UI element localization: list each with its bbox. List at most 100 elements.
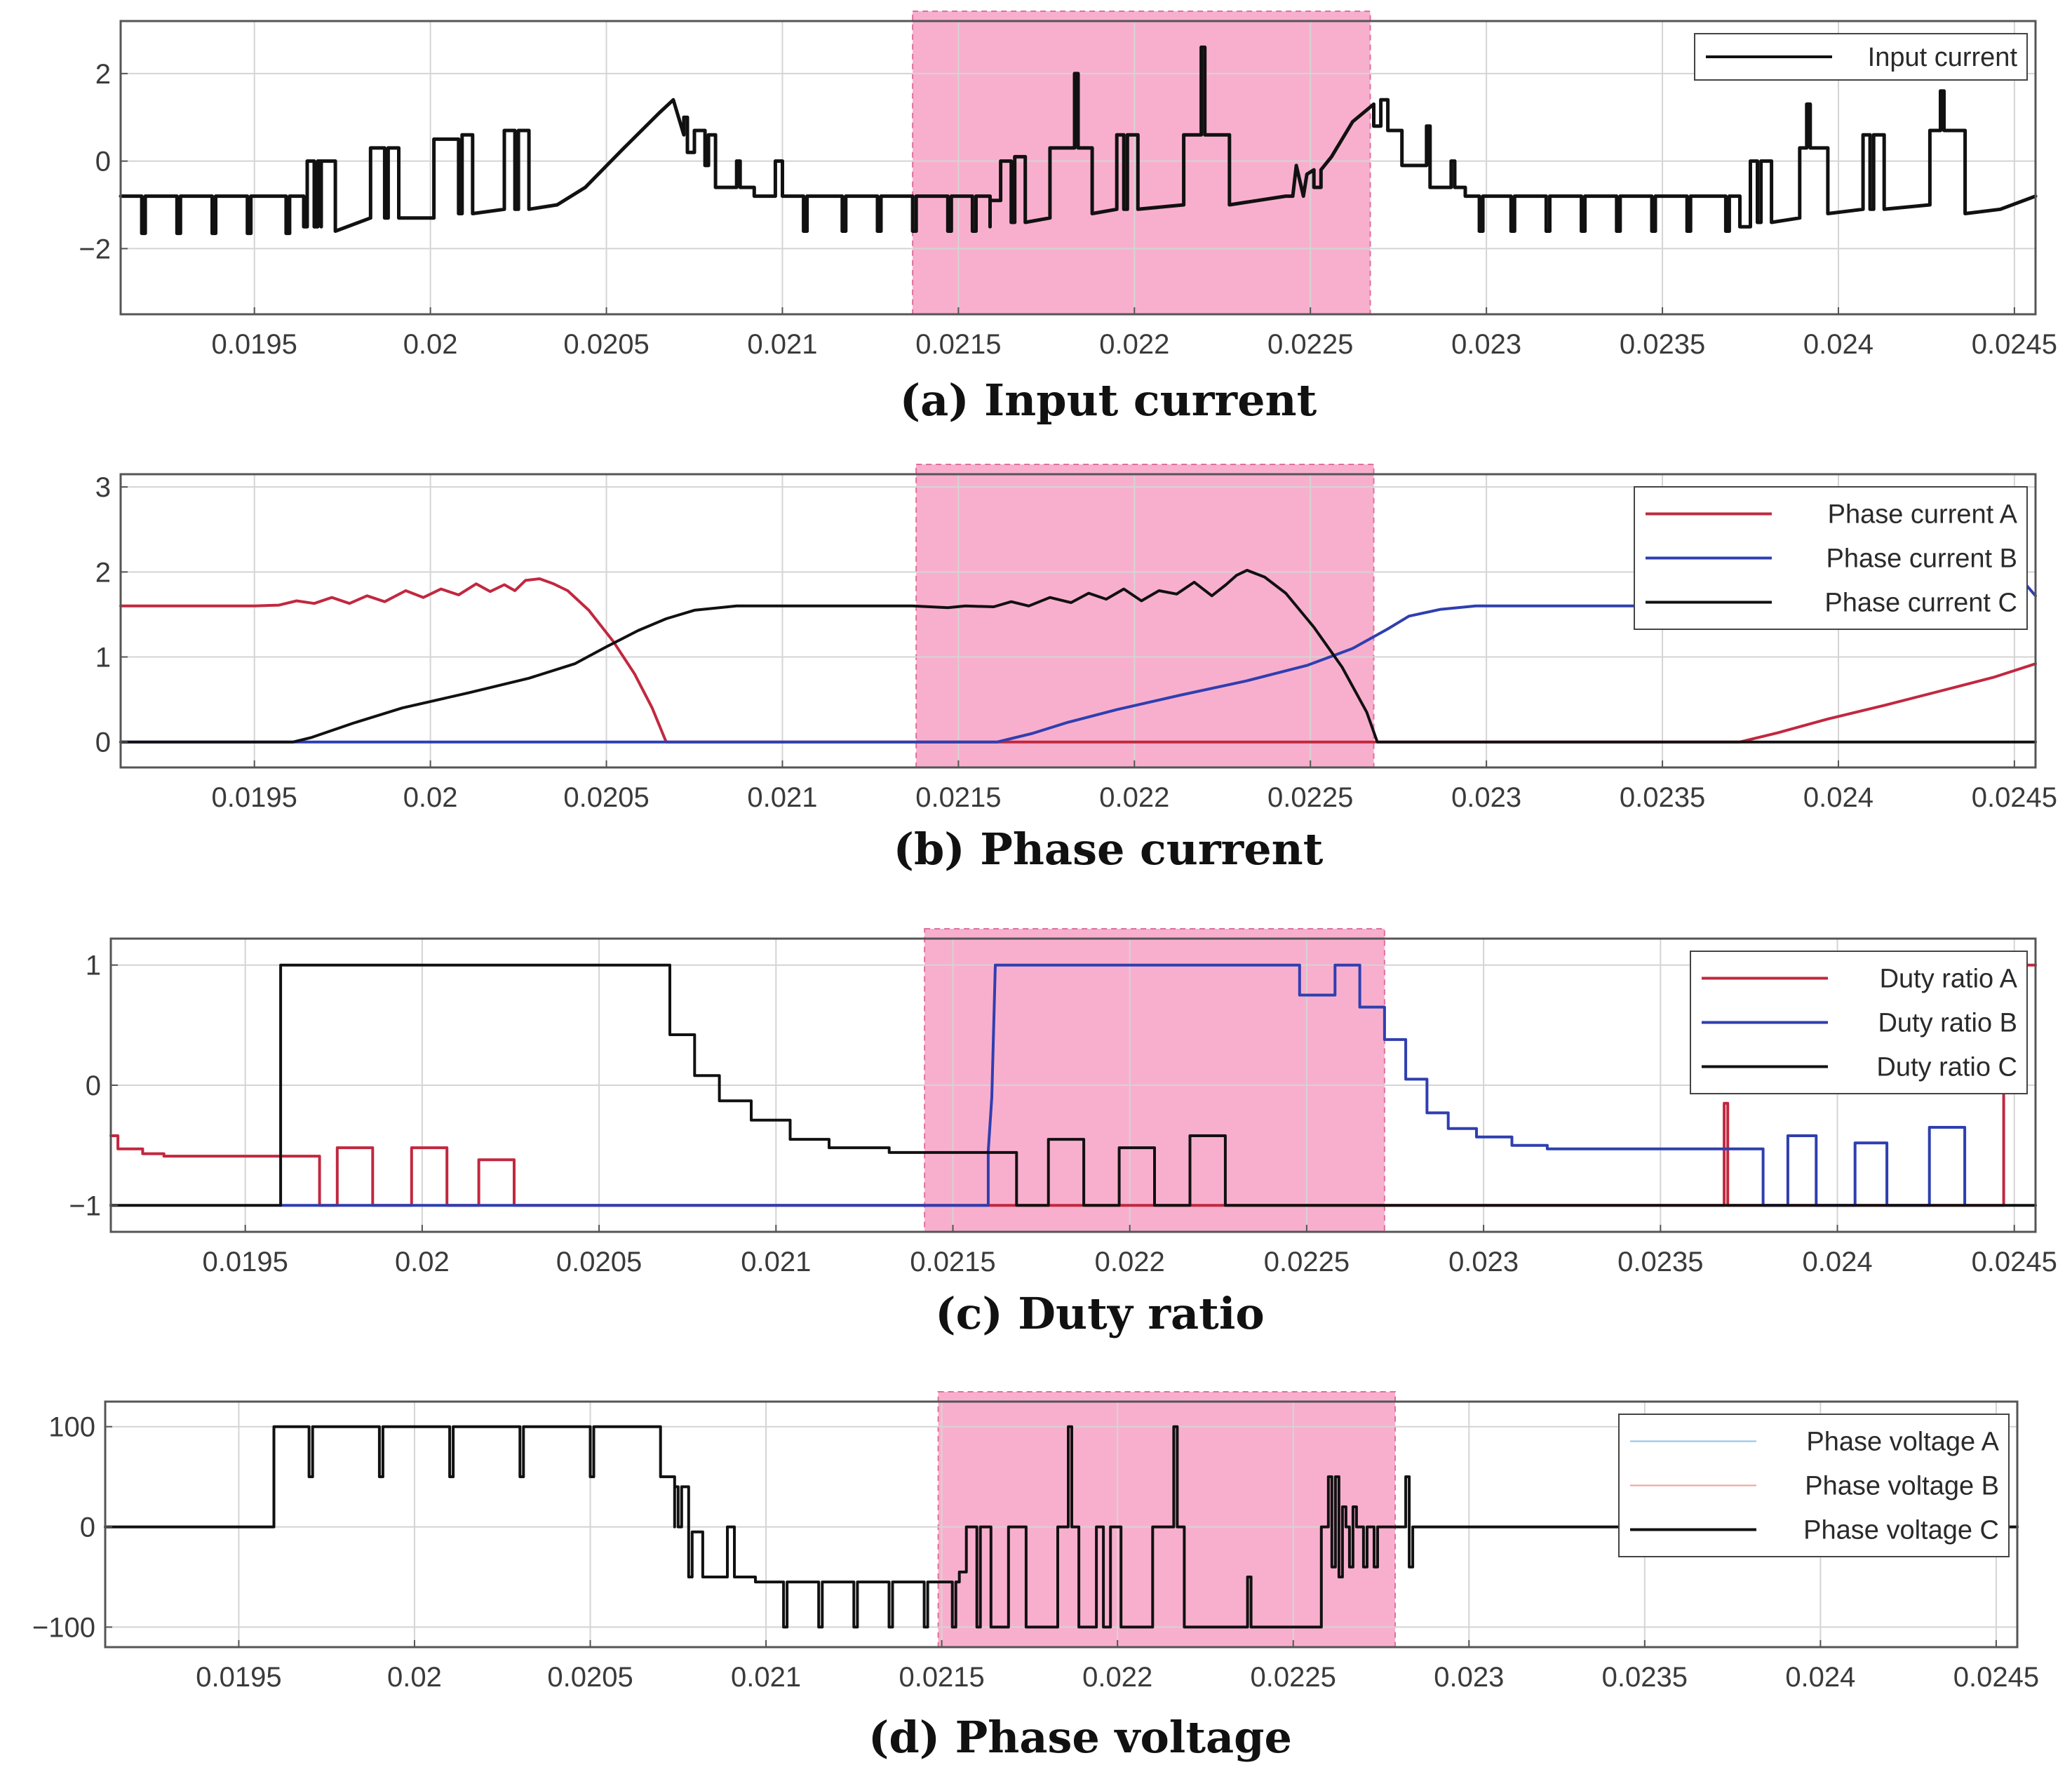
x-tick-label: 0.0195 (203, 1247, 288, 1277)
x-tick-label: 0.0195 (212, 782, 297, 813)
legend-label: Duty ratio A (1880, 965, 2018, 994)
x-tick-label: 0.0235 (1617, 1247, 1703, 1277)
x-tick-label: 0.023 (1451, 782, 1521, 813)
x-tick-label: 0.024 (1803, 329, 1873, 360)
series-line (104, 1425, 2019, 1629)
series-group (104, 1425, 2019, 1629)
x-tick-label: 0.02 (387, 1662, 442, 1693)
legend-label: Duty ratio C (1876, 1053, 2017, 1082)
highlight-group (937, 1391, 1397, 1648)
y-tick-label: 0 (95, 727, 111, 758)
legend-group: Phase voltage A Phase voltage B Phase volt… (1618, 1414, 2010, 1557)
legend-label: Phase voltage A (1806, 1428, 1999, 1457)
y-tick-label: 0 (86, 1070, 101, 1101)
legend-label: Duty ratio B (1878, 1009, 2017, 1038)
axes-frame (104, 1400, 2019, 1649)
x-tick-label: 0.021 (747, 329, 817, 360)
y-tick-label: 100 (48, 1412, 95, 1443)
legend-label: Phase current A (1828, 500, 2018, 530)
y-tick-label: 2 (95, 59, 111, 90)
y-tick-label: −2 (79, 234, 111, 264)
highlight-region (937, 1391, 1397, 1648)
series-line (119, 577, 2037, 744)
x-tick-label: 0.024 (1785, 1662, 1855, 1693)
x-tick-label: 0.021 (741, 1247, 811, 1277)
x-tick-label: 0.0245 (1972, 1247, 2057, 1277)
ticks-group: 0.0195 0.02 0.0205 0.021 0.0215 0.022 0.0225 0.… (95, 472, 2057, 813)
series-line (119, 45, 2038, 236)
y-tick-label: −1 (69, 1190, 101, 1221)
x-tick-label: 0.0235 (1620, 782, 1705, 813)
series-line (109, 963, 2037, 1207)
x-tick-label: 0.023 (1451, 329, 1521, 360)
series-group (119, 45, 2038, 236)
x-tick-label: 0.0215 (899, 1662, 984, 1693)
panel-caption: (a) Input current (900, 375, 1317, 426)
x-tick-label: 0.0235 (1602, 1662, 1688, 1693)
series-line (279, 963, 1967, 1207)
x-tick-label: 0.022 (1082, 1662, 1152, 1693)
panel-d: 0.0195 0.02 0.0205 0.021 0.0215 0.022 0.0225 0.… (32, 1391, 2039, 1763)
legend-group: Input current (1694, 33, 2028, 81)
x-tick-label: 0.0225 (1267, 782, 1353, 813)
x-tick-label: 0.0195 (212, 329, 297, 360)
y-tick-label: 1 (86, 951, 101, 981)
x-tick-label: 0.0225 (1264, 1247, 1350, 1277)
x-tick-label: 0.0215 (910, 1247, 995, 1277)
x-tick-label: 0.0205 (547, 1662, 633, 1693)
y-tick-label: −100 (32, 1612, 95, 1643)
x-tick-label: 0.0245 (1953, 1662, 2039, 1693)
highlight-region (915, 464, 1375, 768)
x-tick-label: 0.022 (1095, 1247, 1165, 1277)
legend-group: Phase current A Phase current B Phase curr… (1634, 486, 2028, 630)
ticks-group: 0.0195 0.02 0.0205 0.021 0.0215 0.022 0.0225 0.… (69, 951, 2057, 1277)
x-tick-label: 0.021 (747, 782, 817, 813)
highlight-group (915, 464, 1375, 768)
axes-frame (119, 473, 2037, 769)
y-tick-label: 2 (95, 557, 111, 588)
x-tick-label: 0.023 (1448, 1247, 1519, 1277)
x-tick-label: 0.024 (1803, 782, 1873, 813)
legend-group: Duty ratio A Duty ratio B Duty ratio C (1690, 951, 2028, 1094)
legend-label: Phase voltage B (1805, 1472, 1999, 1501)
x-tick-label: 0.02 (395, 1247, 450, 1277)
series-line (119, 568, 2037, 744)
axes-frame (119, 20, 2037, 316)
y-tick-label: 0 (80, 1512, 95, 1543)
ticks-group: 0.0195 0.02 0.0205 0.021 0.0215 0.022 0.0225 0.… (79, 59, 2057, 360)
legend-label: Input current (1868, 43, 2018, 72)
x-tick-label: 0.0195 (196, 1662, 281, 1693)
legend-label: Phase voltage C (1803, 1516, 1999, 1545)
x-tick-label: 0.021 (731, 1662, 801, 1693)
ticks-group: 0.0195 0.02 0.0205 0.021 0.0215 0.022 0.0225 0.… (32, 1412, 2039, 1693)
x-tick-label: 0.0235 (1620, 329, 1705, 360)
x-tick-label: 0.0245 (1972, 782, 2057, 813)
y-tick-label: 0 (95, 147, 111, 177)
y-tick-label: 3 (95, 472, 111, 503)
x-tick-label: 0.0215 (915, 782, 1001, 813)
x-tick-label: 0.0245 (1972, 329, 2057, 360)
x-tick-label: 0.024 (1802, 1247, 1872, 1277)
x-tick-label: 0.022 (1099, 329, 1169, 360)
x-tick-label: 0.0205 (556, 1247, 642, 1277)
x-tick-label: 0.0225 (1251, 1662, 1336, 1693)
series-group (109, 963, 2037, 1207)
x-tick-label: 0.0205 (563, 329, 649, 360)
y-tick-label: 1 (95, 642, 111, 673)
legend-label: Phase current C (1824, 589, 2017, 618)
panel-caption: (c) Duty ratio (935, 1288, 1264, 1339)
x-tick-label: 0.022 (1099, 782, 1169, 813)
x-tick-label: 0.0205 (563, 782, 649, 813)
highlight-region (912, 11, 1371, 315)
x-tick-label: 0.023 (1434, 1662, 1504, 1693)
x-tick-label: 0.0225 (1267, 329, 1353, 360)
x-tick-label: 0.02 (403, 329, 458, 360)
panel-caption: (d) Phase voltage (868, 1712, 1292, 1763)
x-tick-label: 0.0215 (915, 329, 1001, 360)
legend-label: Phase current B (1827, 544, 2017, 574)
panel-caption: (b) Phase current (894, 824, 1324, 875)
panel-b: 0.0195 0.02 0.0205 0.021 0.0215 0.022 0.0225 0.… (95, 464, 2057, 875)
highlight-group (912, 11, 1371, 315)
panel-a: 0.0195 0.02 0.0205 0.021 0.0215 0.022 0.0225 0.… (79, 11, 2057, 426)
